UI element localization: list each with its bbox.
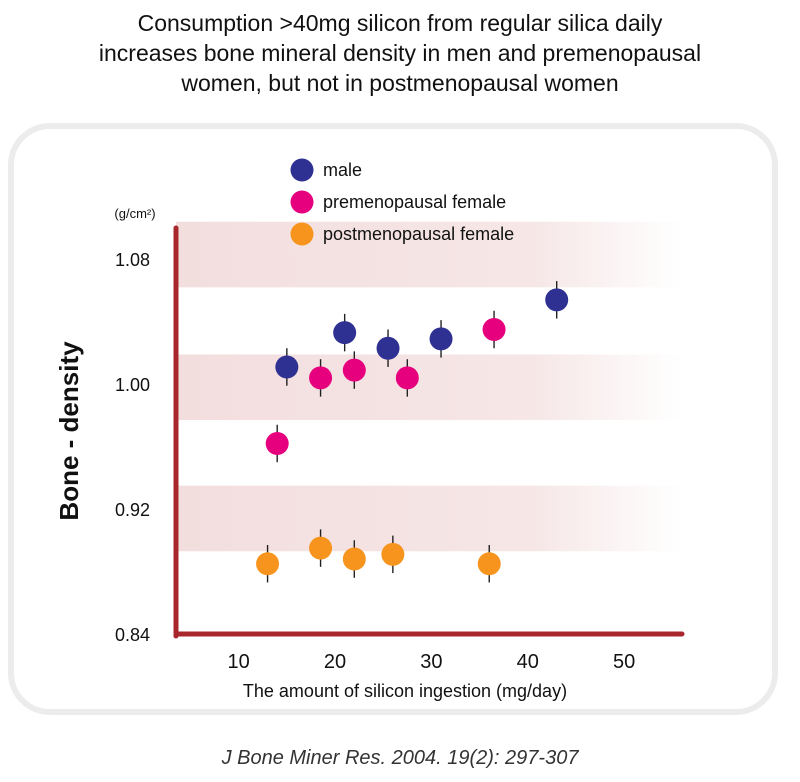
postmenopausal-point <box>256 552 280 576</box>
postmenopausal-legend-label: postmenopausal female <box>323 224 514 244</box>
x-tick-label: 30 <box>420 651 442 673</box>
title-line-2: increases bone mineral density in men an… <box>98 40 702 66</box>
premenopausal-legend-marker <box>290 190 314 214</box>
postmenopausal-point <box>342 547 366 571</box>
premenopausal-point <box>265 431 289 455</box>
x-axis-label: The amount of silicon ingestion (mg/day) <box>243 681 567 701</box>
title-line-1: Consumption >40mg silicon from regular s… <box>137 10 663 36</box>
background-bands <box>176 221 682 552</box>
y-tick-label: 0.84 <box>115 625 150 645</box>
axes <box>173 225 685 639</box>
x-tick-label: 40 <box>517 651 539 673</box>
premenopausal-point <box>342 358 366 382</box>
band-1 <box>176 221 682 288</box>
premenopausal-legend-label: premenopausal female <box>323 192 506 212</box>
male-point <box>275 355 299 379</box>
male-legend-marker <box>290 158 314 182</box>
y-tick-label: 1.00 <box>115 375 150 395</box>
postmenopausal-point <box>381 542 405 566</box>
chart-title: Consumption >40mg silicon from regular s… <box>20 8 780 98</box>
y-axis-unit: (g/cm²) <box>114 206 155 221</box>
premenopausal-point <box>309 366 333 390</box>
male-point <box>333 321 357 345</box>
x-tick-label: 20 <box>324 651 346 673</box>
postmenopausal-legend-marker <box>290 222 314 246</box>
premenopausal-point <box>482 318 506 341</box>
x-tick-label: 50 <box>613 651 635 673</box>
y-tick-label: 1.08 <box>115 250 150 270</box>
y-tick-label: 0.92 <box>115 500 150 520</box>
band-2 <box>176 354 682 421</box>
postmenopausal-point <box>477 552 501 576</box>
y-axis-label: Bone - density <box>54 341 84 521</box>
postmenopausal-point <box>309 536 333 560</box>
title-line-3: women, but not in postmenopausal women <box>181 70 619 96</box>
data-points <box>256 281 569 583</box>
premenopausal-point <box>395 366 419 390</box>
x-tick-label: 10 <box>228 651 250 673</box>
citation: J Bone Miner Res. 2004. 19(2): 297-307 <box>221 747 579 769</box>
tick-labels: 1.08 1.00 0.92 0.84 10 20 30 40 50 <box>115 250 635 673</box>
male-point <box>376 336 400 360</box>
male-point <box>429 327 453 351</box>
male-legend-label: male <box>323 160 362 180</box>
male-point <box>545 288 569 312</box>
band-3 <box>176 485 682 552</box>
legend: male premenopausal female postmenopausal f… <box>290 158 514 246</box>
